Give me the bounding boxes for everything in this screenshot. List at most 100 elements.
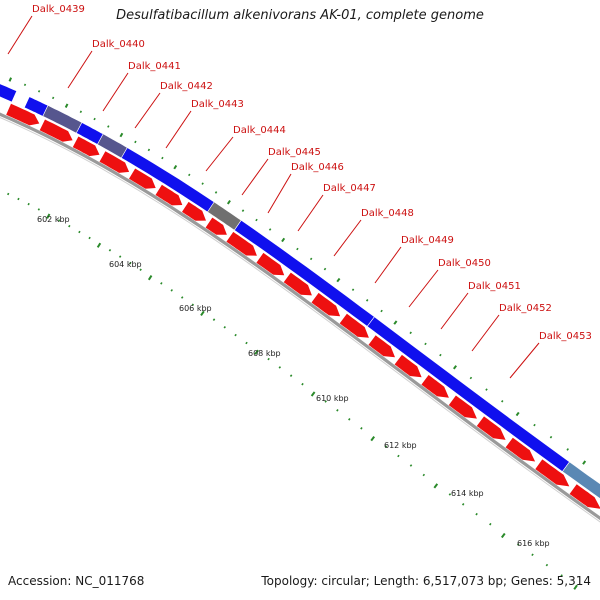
minor-tick xyxy=(51,96,55,100)
minor-tick xyxy=(255,218,258,222)
gene-label: Dalk_0452 xyxy=(499,303,552,314)
gene-label: Dalk_0441 xyxy=(128,61,181,72)
minor-tick xyxy=(566,448,569,451)
gene-leader-line xyxy=(408,269,439,308)
reverse-cds-arrow xyxy=(129,168,156,189)
major-tick xyxy=(96,242,102,248)
gene-label: Dalk_0448 xyxy=(361,208,414,219)
minor-tick xyxy=(78,230,81,234)
major-tick xyxy=(254,349,259,355)
minor-tick xyxy=(7,192,10,196)
reverse-cds-arrow xyxy=(368,335,395,358)
minor-tick xyxy=(549,435,553,439)
reverse-cds-arrow xyxy=(99,151,130,173)
minor-tick xyxy=(147,148,151,152)
gene-label: Dalk_0442 xyxy=(160,81,213,92)
major-tick xyxy=(64,103,69,108)
minor-tick xyxy=(489,522,492,526)
minor-tick xyxy=(501,400,504,403)
reverse-cds-arrow xyxy=(155,184,183,206)
minor-tick xyxy=(380,309,383,313)
major-tick xyxy=(433,483,439,489)
major-tick xyxy=(119,132,124,138)
kbp-label: 604 kbp xyxy=(109,260,142,269)
minor-tick xyxy=(448,493,452,496)
major-tick xyxy=(370,436,376,442)
minor-tick xyxy=(268,228,272,231)
gene-label: Dalk_0439 xyxy=(32,4,85,15)
minor-tick xyxy=(289,374,293,377)
reverse-cds-arrow xyxy=(311,292,341,317)
minor-tick xyxy=(560,574,563,577)
kbp-labels: 602 kbp 604 kbp 606 kbp 608 kbp 610 kbp 612 k… xyxy=(37,215,550,548)
minor-tick xyxy=(351,288,355,291)
minor-tick xyxy=(108,248,112,252)
kbp-label: 608 kbp xyxy=(248,349,281,358)
minor-tick xyxy=(245,341,248,345)
map-title: Desulfatibacillum alkenivorans AK-01, co… xyxy=(116,8,484,23)
minor-tick xyxy=(79,110,83,114)
reverse-cds-arrow xyxy=(226,231,257,256)
major-tick xyxy=(452,365,458,370)
reverse-cds-arrow xyxy=(448,395,477,419)
reverse-cds-arrow xyxy=(39,119,73,142)
gene-leader-line xyxy=(134,92,161,129)
minor-tick xyxy=(461,503,465,506)
major-tick xyxy=(46,213,51,219)
minor-tick xyxy=(475,512,478,516)
minor-tick xyxy=(533,423,536,427)
minor-tick xyxy=(409,464,413,467)
genome-backbone xyxy=(0,112,600,523)
minor-tick xyxy=(485,388,488,391)
gene-leader-line xyxy=(205,136,234,172)
minor-tick xyxy=(180,296,184,299)
minor-tick xyxy=(384,445,388,448)
minor-tick xyxy=(134,140,137,144)
minor-tick xyxy=(309,257,313,261)
gene-label: Dalk_0446 xyxy=(291,162,344,173)
reverse-cds-arrow xyxy=(339,313,369,338)
major-tick xyxy=(515,411,520,417)
reverse-cds-arrow xyxy=(205,217,227,235)
gene-leader-line xyxy=(374,246,402,284)
kbp-label: 612 kbp xyxy=(384,441,417,450)
gene-leader-line xyxy=(440,292,469,330)
minor-tick xyxy=(360,427,363,430)
minor-tick xyxy=(93,117,96,121)
kbp-label: 616 kbp xyxy=(517,539,550,548)
minor-tick xyxy=(188,173,191,177)
gene-label: Dalk_0444 xyxy=(233,125,286,136)
major-tick xyxy=(500,532,506,539)
minor-tick xyxy=(531,553,534,557)
minor-tick xyxy=(397,454,400,458)
minor-tick xyxy=(409,331,412,335)
minor-tick xyxy=(424,342,427,346)
minor-tick xyxy=(348,418,351,421)
reverse-cds-arrow xyxy=(6,103,40,126)
major-tick xyxy=(393,320,398,325)
genome-summary-text: Topology: circular; Length: 6,517,073 bp… xyxy=(261,574,591,588)
forward-cds-segment xyxy=(0,83,18,103)
major-tick xyxy=(147,275,153,281)
gene-leader-line xyxy=(333,219,362,257)
gene-label: Dalk_0440 xyxy=(92,39,145,50)
gene-label: Dalk_0453 xyxy=(539,331,592,342)
major-tick xyxy=(8,77,13,82)
gene-label: Dalk_0445 xyxy=(268,147,321,158)
gene-leader-line xyxy=(509,342,540,379)
minor-tick xyxy=(27,202,30,206)
forward-cds-track xyxy=(0,83,600,499)
minor-tick xyxy=(118,255,122,258)
reverse-cds-arrow xyxy=(569,484,600,509)
minor-tick xyxy=(365,299,369,302)
minor-tick xyxy=(57,219,61,222)
reverse-cds-arrow xyxy=(182,201,206,221)
minor-tick xyxy=(160,282,163,285)
gene-label: Dalk_0443 xyxy=(191,99,244,110)
kbp-label: 606 kbp xyxy=(179,304,212,313)
minor-tick xyxy=(37,90,41,93)
reverse-cds-arrow xyxy=(476,416,506,440)
reverse-cds-track xyxy=(6,103,600,509)
major-tick xyxy=(226,200,231,205)
major-tick xyxy=(573,584,578,590)
